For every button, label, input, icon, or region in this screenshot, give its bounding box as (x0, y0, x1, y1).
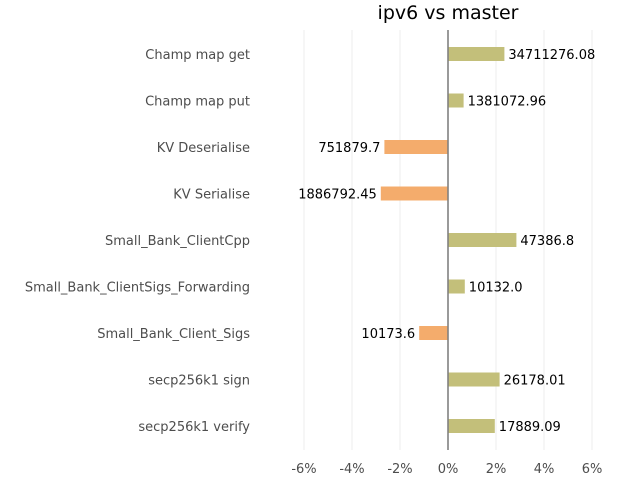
x-tick-label: 4% (534, 462, 555, 477)
bar (448, 372, 500, 387)
data-label: 10132.0 (469, 281, 523, 296)
bar (448, 419, 495, 433)
x-tick-label: 6% (582, 462, 603, 477)
data-label: 751879.7 (318, 141, 380, 156)
x-tick-label: -4% (339, 462, 364, 477)
bar (384, 140, 448, 154)
data-label: 17889.09 (499, 420, 561, 435)
category-label: Small_Bank_ClientSigs_Forwarding (25, 281, 250, 296)
category-label: Small_Bank_Client_Sigs (97, 327, 250, 342)
x-tick-label: -2% (387, 462, 412, 477)
bar (448, 233, 517, 247)
bar (419, 326, 448, 340)
category-label: Champ map get (145, 48, 250, 63)
data-labels: 34711276.08 1381072.96 751879.7 1886792.45 4… (298, 48, 595, 435)
bar (448, 279, 465, 294)
category-label: secp256k1 verify (138, 420, 250, 435)
data-label: 47386.8 (520, 234, 574, 249)
x-axis-tick-labels: -6% -4% -2% 0% 2% 4% 6% (291, 462, 602, 477)
grid-lines (303, 30, 593, 450)
category-label: KV Serialise (173, 188, 250, 203)
category-label: Small_Bank_ClientCpp (105, 234, 250, 249)
x-tick-label: -6% (291, 462, 316, 477)
chart-title: ipv6 vs master (378, 2, 519, 24)
bars-group (380, 47, 517, 433)
data-label: 10173.6 (361, 327, 415, 342)
x-tick-label: 0% (438, 462, 459, 477)
data-label: 26178.01 (504, 374, 566, 389)
x-tick-label: 2% (486, 462, 507, 477)
category-label: secp256k1 sign (148, 374, 250, 389)
data-label: 34711276.08 (508, 48, 595, 63)
bar (380, 186, 448, 201)
bar (448, 93, 464, 108)
category-labels: Champ map get Champ map put KV Deserialise… (25, 48, 250, 435)
category-label: Champ map put (145, 95, 250, 110)
bar (448, 47, 505, 61)
data-label: 1381072.96 (468, 95, 547, 110)
category-label: KV Deserialise (157, 141, 250, 156)
data-label: 1886792.45 (298, 188, 377, 203)
